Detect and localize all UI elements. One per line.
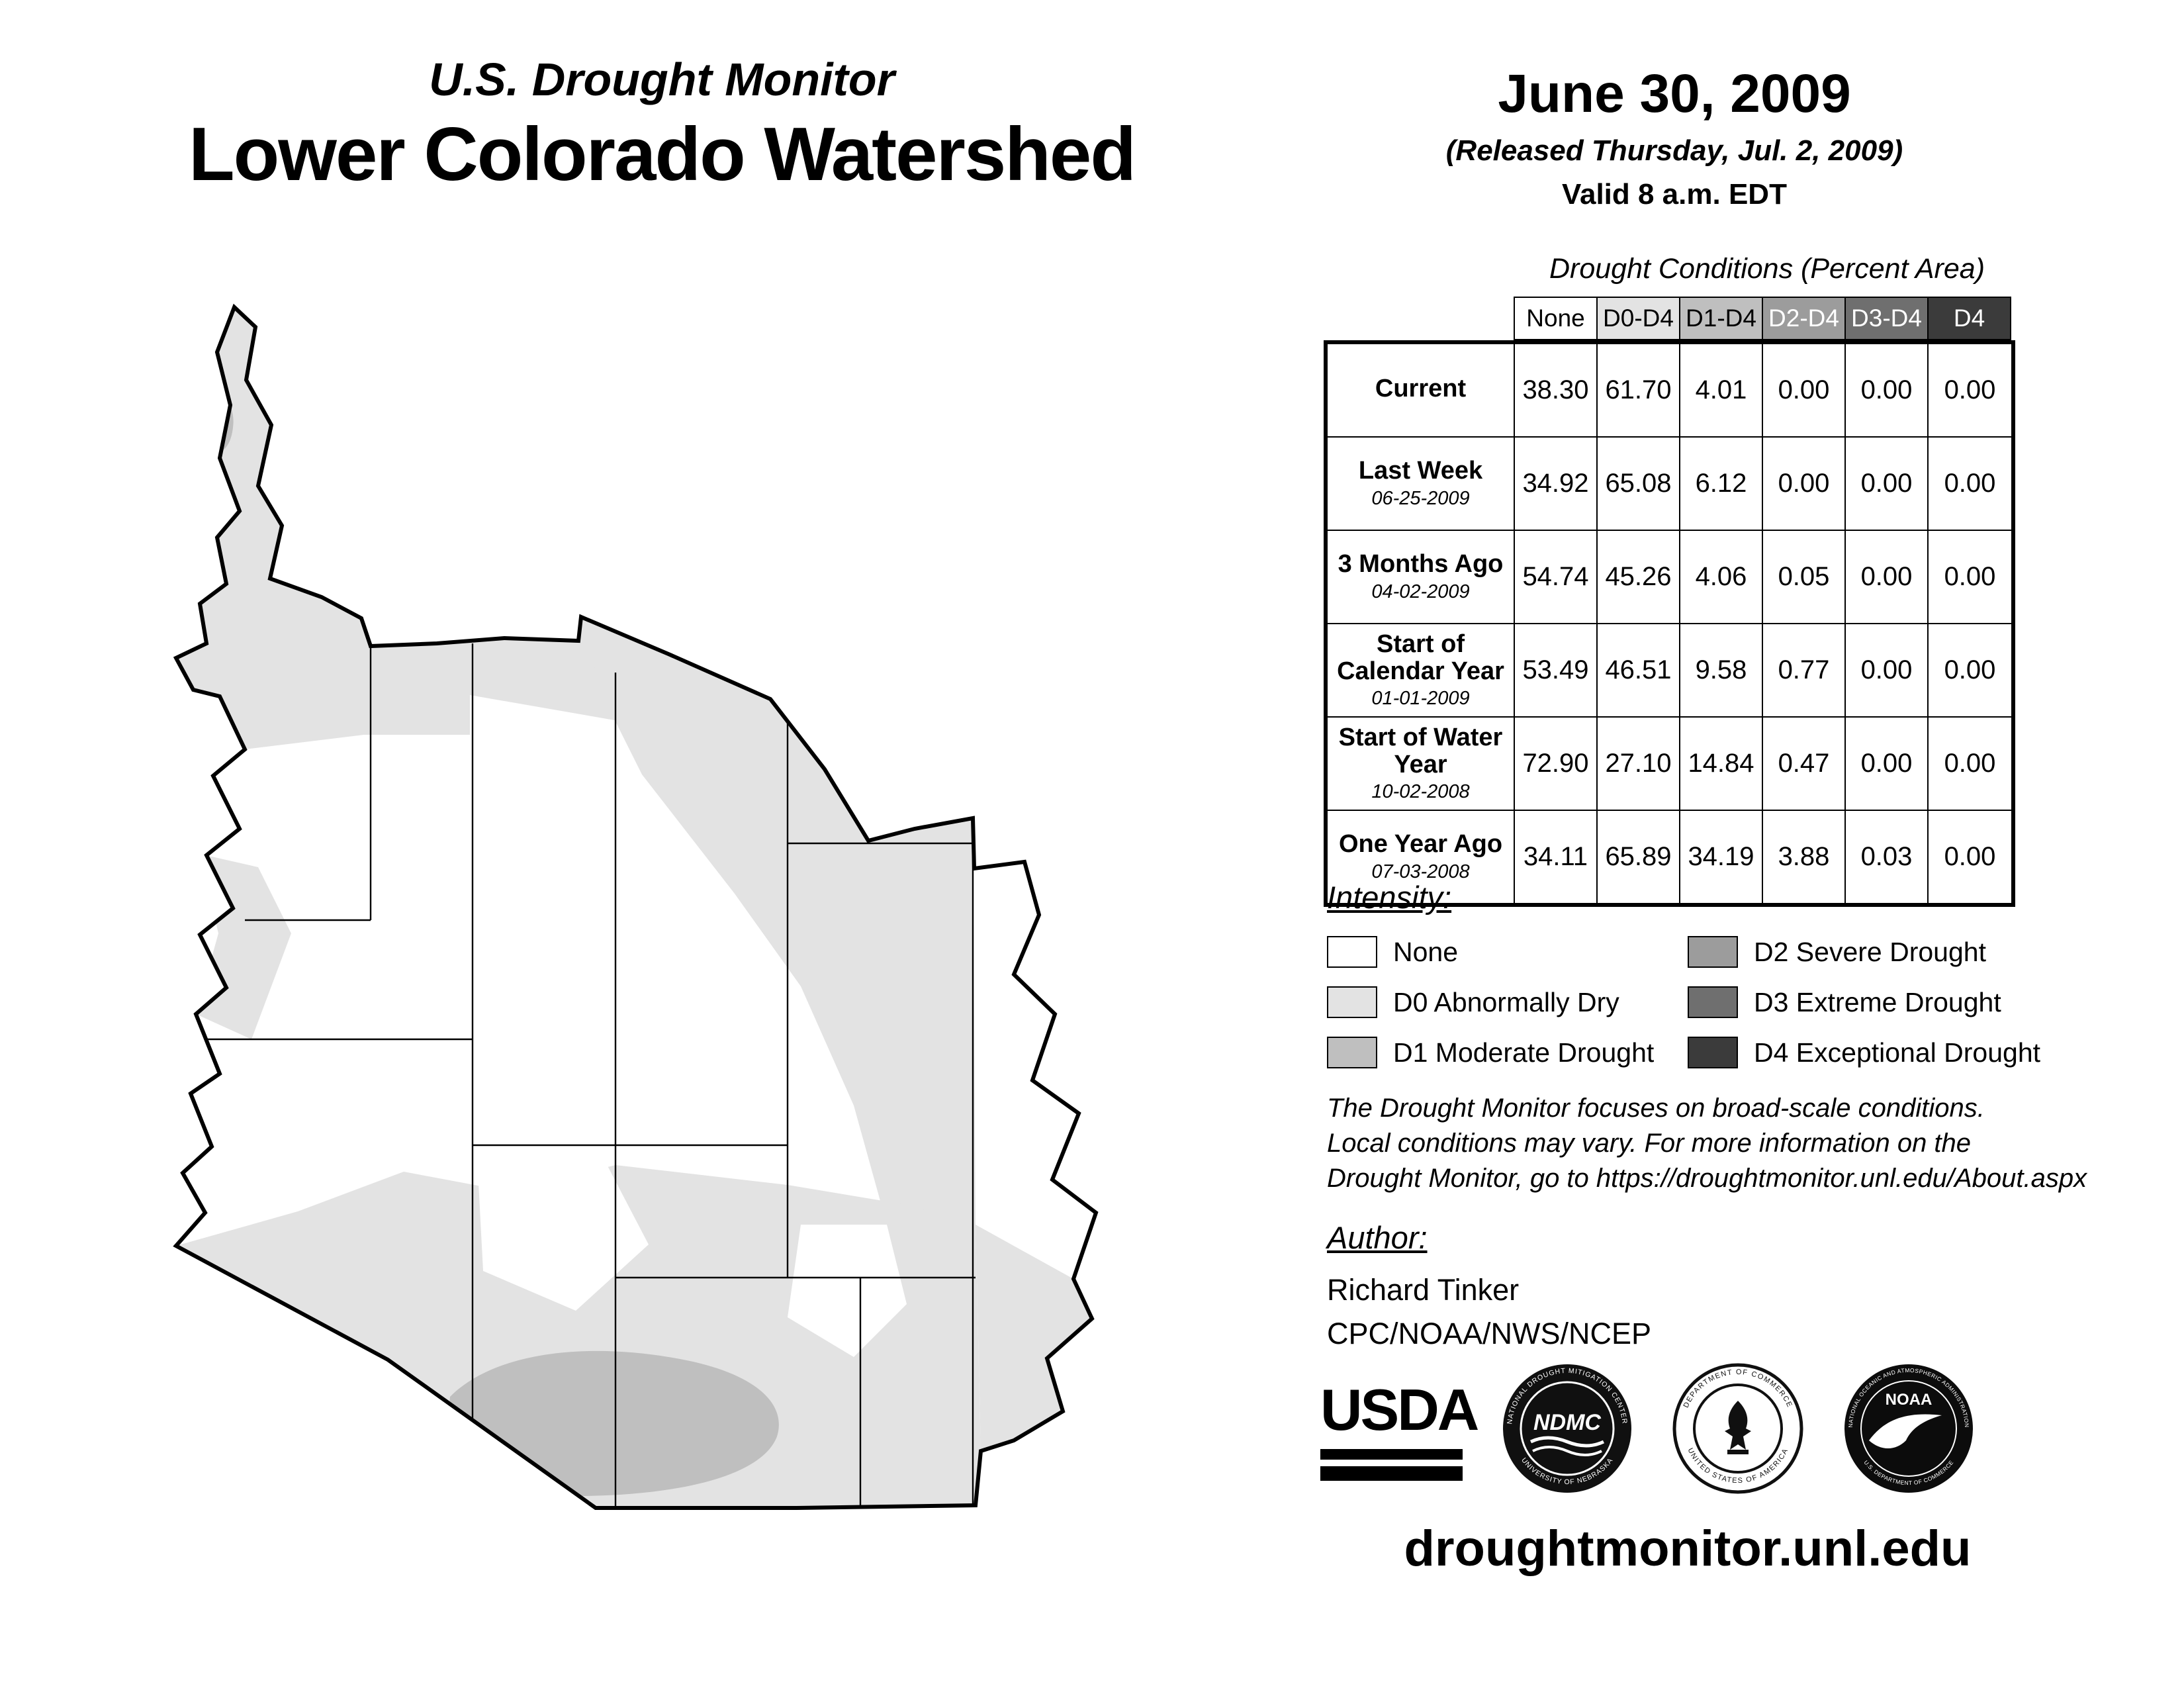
date-block: June 30, 2009 (Released Thursday, Jul. 2… [1343,63,2005,211]
col-header-d2d4: D2-D4 [1762,297,1846,340]
table-cell: 0.00 [1929,344,2011,438]
noaa-logo: NOAA NATIONAL OCEANIC AND ATMOSPHERIC AD… [1844,1364,1973,1493]
usda-logo: USDA [1320,1376,1479,1481]
table-cell: 72.90 [1515,718,1598,811]
table-cell: 46.51 [1598,624,1680,718]
region-title: Lower Colorado Watershed [189,113,1136,197]
disclaimer-line: Drought Monitor, go to https://droughtmo… [1327,1163,2087,1193]
author-title: Author: [1327,1220,1428,1255]
table-body: Current 38.30 61.70 4.01 0.00 0.00 0.00 … [1324,340,2015,907]
table-row: Start of Calendar Year 01-01-2009 [1328,624,1515,718]
intensity-legend: None D0 Abnormally Dry D1 Moderate Droug… [1327,927,2048,1078]
legend-item-d3: D3 Extreme Drought [1688,977,2048,1027]
col-header-d0d4: D0-D4 [1596,297,1680,340]
release-date: (Released Thursday, Jul. 2, 2009) [1445,134,1903,167]
table-cell: 0.00 [1763,438,1846,531]
table-cell: 0.00 [1846,718,1929,811]
table-cell: 3.88 [1763,811,1846,903]
legend-swatch-d2 [1688,936,1738,968]
col-header-d3d4: D3-D4 [1844,297,1929,340]
table-cell: 53.49 [1515,624,1598,718]
report-date: June 30, 2009 [1498,64,1851,124]
table-cell: 61.70 [1598,344,1680,438]
legend-swatch-d3 [1688,986,1738,1018]
table-row: Last Week 06-25-2009 [1328,438,1515,531]
logo-row: USDA NDMC NATIONAL DROUGHT MITIGATION CE… [1320,1362,1975,1495]
legend-swatch-d1 [1327,1037,1377,1068]
table-cell: 0.77 [1763,624,1846,718]
usda-logo-text: USDA [1320,1377,1479,1442]
legend-item-none: None [1327,927,1688,977]
map-d0-areas [176,307,1092,1508]
table-cell: 38.30 [1515,344,1598,438]
table-cell: 9.58 [1680,624,1763,718]
legend-swatch-d0 [1327,986,1377,1018]
table-cell: 6.12 [1680,438,1763,531]
table-cell: 0.00 [1944,842,1996,871]
table-cell: 65.08 [1598,438,1680,531]
svg-text:NDMC: NDMC [1533,1410,1601,1435]
intensity-title: Intensity: [1327,880,1452,915]
table-cell: 34.11 [1515,811,1598,903]
table-row: One Year Ago 07-03-2008 [1328,811,1515,903]
svg-text:NOAA: NOAA [1886,1391,1933,1409]
table-cell: 0.00 [1846,624,1929,718]
disclaimer: The Drought Monitor focuses on broad-sca… [1327,1091,2087,1196]
author-name: Richard Tinker [1327,1273,1520,1307]
watershed-map [165,298,1191,1572]
col-header-d1d4: D1-D4 [1679,297,1763,340]
watershed-map-svg [173,303,1099,1510]
table-cell: 0.00 [1846,344,1929,438]
legend-item-d1: D1 Moderate Drought [1327,1027,1688,1078]
disclaimer-line: The Drought Monitor focuses on broad-sca… [1327,1094,1985,1123]
map-none-islands [477,1145,907,1357]
author-org: CPC/NOAA/NWS/NCEP [1327,1317,1652,1350]
table-cell: 0.00 [1929,438,2011,531]
website-url: droughtmonitor.unl.edu [1404,1521,1972,1577]
table-cell: 0.00 [1929,624,2011,718]
table-cell: 27.10 [1598,718,1680,811]
table-cell: 34.92 [1515,438,1598,531]
table-cell: 0.00 [1929,718,2011,811]
table-cell: 0.00 [1846,531,1929,624]
legend-item-d2: D2 Severe Drought [1688,927,2048,977]
col-header-d4: D4 [1927,297,2011,340]
legend-item-d0: D0 Abnormally Dry [1327,977,1688,1027]
table-cell: 45.26 [1598,531,1680,624]
table-cell: 54.74 [1515,531,1598,624]
table-row: Start of Water Year 10-02-2008 [1328,718,1515,811]
disclaimer-line: Local conditions may vary. For more info… [1327,1128,1972,1158]
drought-conditions-table: None D0-D4 D1-D4 D2-D4 D3-D4 D4 Current … [1324,297,2015,907]
table-header-row: None D0-D4 D1-D4 D2-D4 D3-D4 D4 [1514,297,2015,340]
legend-swatch-d4 [1688,1037,1738,1068]
legend-item-d4: D4 Exceptional Drought [1688,1027,2048,1078]
table-cell: 0.03 [1846,811,1929,903]
table-cell: 34.19 [1680,811,1763,903]
legend-swatch-none [1327,936,1377,968]
title-block: U.S. Drought Monitor Lower Colorado Wate… [99,53,1224,198]
table-cell: 4.06 [1680,531,1763,624]
county-boundaries [176,643,976,1508]
author-block: Author: Richard Tinker CPC/NOAA/NWS/NCEP [1327,1219,1651,1351]
table-title: Drought Conditions (Percent Area) [1549,253,1985,285]
table-row: Current [1328,344,1515,438]
department-of-commerce-seal: DEPARTMENT OF COMMERCE UNITED STATES OF … [1672,1363,1803,1494]
table-cell: 65.89 [1598,811,1680,903]
program-title: U.S. Drought Monitor [429,54,895,105]
valid-time: Valid 8 a.m. EDT [1562,178,1787,211]
table-cell: 0.47 [1763,718,1846,811]
watershed-boundary [173,303,1099,1510]
table-cell: 14.84 [1680,718,1763,811]
table-cell: 0.05 [1763,531,1846,624]
table-cell: 0.00 [1846,438,1929,531]
table-row: 3 Months Ago 04-02-2009 [1328,531,1515,624]
table-cell: 0.00 [1763,344,1846,438]
table-cell: 4.01 [1680,344,1763,438]
ndmc-logo: NDMC NATIONAL DROUGHT MITIGATION CENTER … [1503,1364,1631,1493]
col-header-none: None [1514,297,1598,340]
table-cell: 0.00 [1929,531,2011,624]
